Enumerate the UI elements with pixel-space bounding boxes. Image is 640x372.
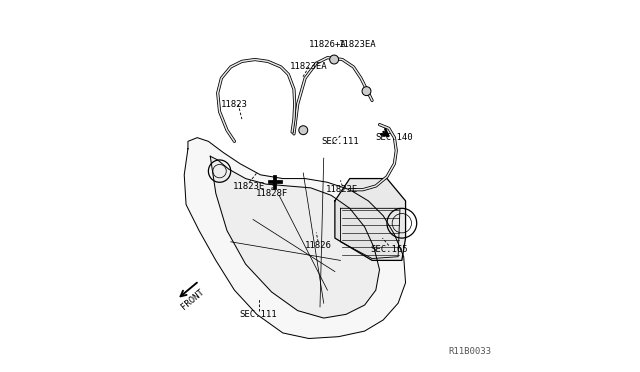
Text: SEC.111: SEC.111 bbox=[322, 137, 359, 146]
Text: SEC.111: SEC.111 bbox=[240, 310, 277, 319]
Polygon shape bbox=[335, 179, 406, 260]
Text: FRONT: FRONT bbox=[180, 288, 206, 311]
Polygon shape bbox=[211, 156, 380, 318]
Text: SEC.140: SEC.140 bbox=[376, 133, 413, 142]
Text: SEC.165: SEC.165 bbox=[370, 245, 408, 254]
Circle shape bbox=[330, 55, 339, 64]
Text: 11823EA: 11823EA bbox=[339, 40, 376, 49]
Text: 11823EA: 11823EA bbox=[290, 62, 328, 71]
Text: R11B0033: R11B0033 bbox=[448, 347, 491, 356]
Polygon shape bbox=[184, 138, 406, 339]
Text: 11826: 11826 bbox=[305, 241, 332, 250]
Text: 11828F: 11828F bbox=[255, 189, 288, 198]
Text: 11823E: 11823E bbox=[326, 185, 358, 194]
Text: 11823E: 11823E bbox=[233, 182, 266, 190]
Circle shape bbox=[299, 126, 308, 135]
Circle shape bbox=[362, 87, 371, 96]
Text: 11823: 11823 bbox=[221, 100, 248, 109]
Text: 11826+A: 11826+A bbox=[308, 40, 346, 49]
